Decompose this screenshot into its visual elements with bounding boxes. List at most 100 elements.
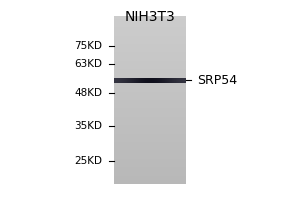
- Bar: [136, 78, 137, 83]
- Bar: [114, 111, 186, 114]
- Bar: [114, 130, 186, 134]
- Bar: [165, 78, 166, 83]
- Bar: [184, 78, 185, 83]
- Bar: [178, 78, 179, 83]
- Bar: [114, 78, 115, 83]
- Bar: [153, 78, 154, 83]
- Bar: [180, 78, 181, 83]
- Bar: [124, 78, 125, 83]
- Bar: [114, 133, 186, 136]
- Bar: [182, 78, 183, 83]
- Bar: [121, 78, 122, 83]
- Bar: [114, 147, 186, 150]
- Bar: [169, 78, 170, 83]
- Bar: [150, 78, 151, 83]
- Bar: [115, 78, 116, 83]
- Bar: [135, 78, 136, 83]
- Bar: [159, 78, 160, 83]
- Bar: [122, 78, 123, 83]
- Bar: [149, 78, 150, 83]
- Bar: [131, 78, 132, 83]
- Bar: [114, 80, 186, 83]
- Bar: [130, 78, 131, 83]
- Bar: [121, 78, 122, 83]
- Bar: [114, 97, 186, 100]
- Bar: [114, 114, 186, 117]
- Bar: [120, 78, 121, 83]
- Bar: [114, 24, 186, 27]
- Bar: [114, 66, 186, 69]
- Bar: [126, 78, 127, 83]
- Bar: [152, 78, 153, 83]
- Bar: [118, 78, 119, 83]
- Bar: [139, 78, 140, 83]
- Bar: [161, 78, 162, 83]
- Bar: [114, 49, 186, 52]
- Bar: [168, 78, 169, 83]
- Bar: [131, 78, 132, 83]
- Bar: [114, 122, 186, 125]
- Bar: [114, 46, 186, 50]
- Bar: [178, 78, 179, 83]
- Bar: [143, 78, 144, 83]
- Bar: [130, 78, 131, 83]
- Bar: [156, 78, 157, 83]
- Bar: [114, 38, 186, 41]
- Bar: [114, 142, 186, 145]
- Bar: [114, 164, 186, 167]
- Bar: [133, 78, 134, 83]
- Bar: [158, 78, 159, 83]
- Text: NIH3T3: NIH3T3: [124, 10, 176, 24]
- Bar: [114, 94, 186, 97]
- Bar: [114, 105, 186, 108]
- Bar: [114, 116, 186, 120]
- Bar: [145, 78, 146, 83]
- Bar: [114, 108, 186, 111]
- Bar: [173, 78, 174, 83]
- Bar: [151, 78, 152, 83]
- Bar: [143, 78, 144, 83]
- Bar: [134, 78, 135, 83]
- Bar: [144, 78, 145, 83]
- Bar: [114, 172, 186, 176]
- Bar: [174, 78, 175, 83]
- Bar: [148, 78, 149, 83]
- Bar: [114, 170, 186, 173]
- Bar: [171, 78, 172, 83]
- Bar: [138, 78, 139, 83]
- Bar: [114, 175, 186, 178]
- Bar: [116, 78, 117, 83]
- Bar: [175, 78, 176, 83]
- Bar: [162, 78, 163, 83]
- Bar: [134, 78, 135, 83]
- Bar: [114, 35, 186, 38]
- Bar: [128, 78, 129, 83]
- Bar: [114, 158, 186, 162]
- Bar: [114, 156, 186, 159]
- Bar: [114, 63, 186, 66]
- Bar: [147, 78, 148, 83]
- Bar: [148, 78, 149, 83]
- Bar: [123, 78, 124, 83]
- Bar: [139, 78, 140, 83]
- Bar: [179, 78, 180, 83]
- Bar: [170, 78, 171, 83]
- Bar: [114, 30, 186, 33]
- Bar: [173, 78, 174, 83]
- Bar: [170, 78, 171, 83]
- Bar: [114, 119, 186, 122]
- Bar: [114, 136, 186, 139]
- Bar: [115, 78, 116, 83]
- Bar: [114, 41, 186, 44]
- Bar: [117, 78, 118, 83]
- Bar: [164, 78, 165, 83]
- Bar: [114, 74, 186, 78]
- Bar: [135, 78, 136, 83]
- Bar: [119, 78, 120, 83]
- Bar: [114, 27, 186, 30]
- Bar: [179, 78, 180, 83]
- Bar: [129, 78, 130, 83]
- Bar: [172, 78, 173, 83]
- Bar: [150, 78, 151, 83]
- Bar: [176, 78, 177, 83]
